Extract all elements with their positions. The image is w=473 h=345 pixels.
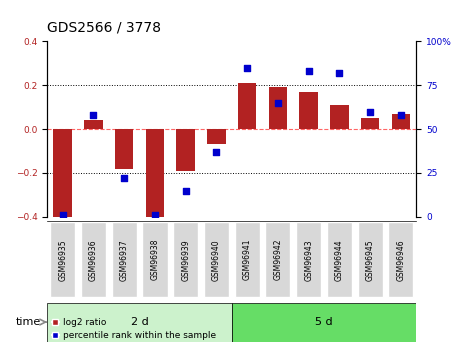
FancyBboxPatch shape [388, 222, 413, 297]
Point [243, 65, 251, 70]
Point [336, 70, 343, 76]
Bar [238, 83, 256, 129]
Point [151, 212, 159, 218]
FancyBboxPatch shape [327, 222, 352, 297]
Bar [176, 129, 195, 171]
Text: GSM96944: GSM96944 [335, 239, 344, 280]
Text: GSM96943: GSM96943 [304, 239, 313, 280]
Point [274, 100, 282, 106]
Text: GSM96939: GSM96939 [181, 239, 190, 280]
Text: GSM96942: GSM96942 [273, 239, 282, 280]
Text: GSM96938: GSM96938 [150, 239, 159, 280]
Bar [207, 129, 226, 145]
Point [120, 176, 128, 181]
FancyBboxPatch shape [232, 303, 416, 342]
Bar [115, 129, 133, 169]
Text: GSM96936: GSM96936 [89, 239, 98, 280]
Bar [299, 92, 318, 129]
Bar [53, 129, 72, 217]
FancyBboxPatch shape [358, 222, 383, 297]
FancyBboxPatch shape [265, 222, 290, 297]
Point [182, 188, 189, 193]
Bar [330, 105, 349, 129]
Text: GSM96946: GSM96946 [396, 239, 405, 280]
FancyBboxPatch shape [50, 222, 75, 297]
FancyBboxPatch shape [142, 222, 167, 297]
Point [397, 112, 405, 118]
Point [90, 112, 97, 118]
Text: GSM96935: GSM96935 [58, 239, 67, 280]
Text: 2 d: 2 d [131, 317, 149, 327]
Text: GSM96941: GSM96941 [243, 239, 252, 280]
Text: GSM96937: GSM96937 [120, 239, 129, 280]
Text: GSM96945: GSM96945 [366, 239, 375, 280]
FancyBboxPatch shape [204, 222, 229, 297]
Text: 5 d: 5 d [315, 317, 333, 327]
Legend: log2 ratio, percentile rank within the sample: log2 ratio, percentile rank within the s… [52, 318, 216, 341]
Point [305, 68, 312, 74]
Bar [269, 87, 287, 129]
Bar [361, 118, 379, 129]
FancyBboxPatch shape [296, 222, 321, 297]
Point [59, 212, 66, 218]
FancyBboxPatch shape [47, 303, 232, 342]
Text: GSM96940: GSM96940 [212, 239, 221, 280]
Bar [392, 114, 410, 129]
FancyBboxPatch shape [235, 222, 260, 297]
Point [213, 149, 220, 155]
FancyBboxPatch shape [112, 222, 137, 297]
Bar [84, 120, 103, 129]
Point [366, 109, 374, 114]
Text: GDS2566 / 3778: GDS2566 / 3778 [47, 20, 161, 34]
FancyBboxPatch shape [81, 222, 106, 297]
Bar [146, 129, 164, 217]
FancyBboxPatch shape [173, 222, 198, 297]
Text: time: time [15, 317, 41, 327]
